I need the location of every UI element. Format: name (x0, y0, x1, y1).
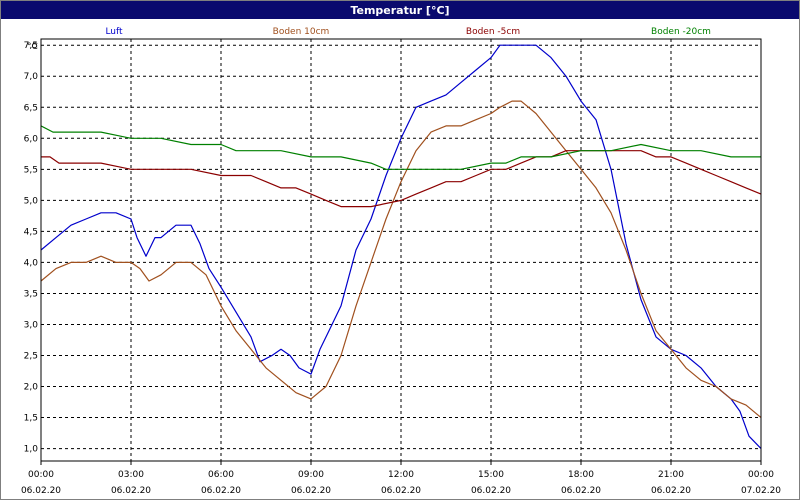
x-tick-time: 00:00 (748, 470, 774, 480)
y-tick-label: 2,5 (24, 352, 38, 362)
series-line (40, 44, 762, 450)
legend-item: Boden -5cm (466, 27, 520, 37)
y-axis-unit: °C (27, 42, 38, 52)
y-tick-label: 4,5 (24, 227, 38, 237)
x-tick-date: 06.02.20 (651, 486, 691, 496)
y-tick-label: 1,0 (24, 445, 39, 455)
y-tick-label: 5,5 (24, 165, 38, 175)
plot-area (40, 38, 762, 462)
x-tick-date: 06.02.20 (21, 486, 61, 496)
x-tick-time: 21:00 (658, 470, 684, 480)
y-axis-labels: 1,0 1,5 2,0 2,5 3,0 3,5 4,0 4,5 5,0 5,5 6,0 6,5 7,0 7… (24, 41, 39, 454)
x-tick-date: 06.02.20 (471, 486, 511, 496)
legend-item: Boden 10cm (273, 27, 330, 37)
x-tick-date: 06.02.20 (111, 486, 151, 496)
x-tick-time: 09:00 (298, 470, 324, 480)
y-tick-label: 4,0 (24, 258, 39, 268)
y-tick-label: 5,0 (24, 196, 39, 206)
x-tick-date: 06.02.20 (201, 486, 241, 496)
grid (40, 39, 762, 465)
x-tick-time: 00:00 (28, 470, 54, 480)
x-tick-date: 06.02.20 (561, 486, 601, 496)
x-tick-time: 15:00 (478, 470, 504, 480)
y-tick-label: 6,0 (24, 134, 39, 144)
y-tick-label: 3,0 (24, 320, 39, 330)
y-tick-label: 1,5 (24, 414, 38, 424)
series-line (40, 125, 761, 170)
series-line (41, 150, 762, 208)
x-tick-date: 07.02.20 (741, 486, 781, 496)
x-tick-time: 06:00 (208, 470, 234, 480)
y-tick-label: 6,5 (24, 103, 38, 113)
legend-item: Luft (105, 27, 123, 37)
x-axis-labels: 00:00 06.02.20 03:00 06.02.20 06:00 06.02.20 0… (21, 470, 781, 496)
x-tick-time: 12:00 (388, 470, 414, 480)
chart-title: Temperatur [°C] (1, 1, 799, 19)
x-tick-time: 03:00 (118, 470, 144, 480)
series-line (40, 100, 762, 419)
series-lines (40, 44, 762, 450)
x-tick-time: 18:00 (568, 470, 594, 480)
y-tick-label: 7,5 (24, 41, 38, 51)
y-tick-label: 2,0 (24, 383, 39, 393)
x-tick-date: 06.02.20 (291, 486, 331, 496)
y-tick-label: 7,0 (24, 72, 39, 82)
legend-item: Boden -20cm (651, 27, 711, 37)
legend: Luft Boden 10cm Boden -5cm Boden -20cm (105, 27, 711, 37)
x-tick-date: 06.02.20 (381, 486, 421, 496)
y-tick-label: 3,5 (24, 289, 38, 299)
